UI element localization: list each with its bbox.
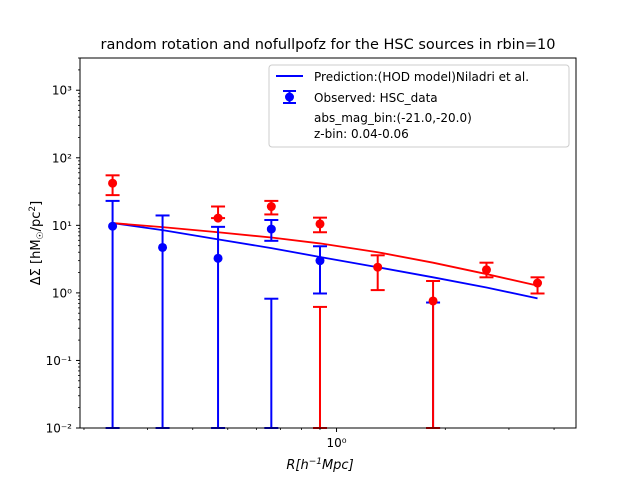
legend-entry-prediction: Prediction:(HOD model)Niladri et al. xyxy=(314,70,529,84)
observed-0-marker-1 xyxy=(158,242,168,252)
observed-1-marker-0 xyxy=(108,178,118,188)
observed-1-marker-3 xyxy=(315,219,325,229)
legend: Prediction:(HOD model)Niladri et al. Obse… xyxy=(268,64,570,148)
y-tick-label: 10⁰ xyxy=(52,286,72,300)
x-tick-label: 10⁰ xyxy=(326,436,346,450)
observed-0-marker-0 xyxy=(108,221,118,231)
x-axis: 10⁰ xyxy=(83,428,555,450)
prediction-line-1 xyxy=(112,222,538,287)
observed-1-marker-2 xyxy=(266,202,276,212)
y-tick-label: 10³ xyxy=(52,84,72,98)
chart-title: random rotation and nofullpofz for the H… xyxy=(101,37,556,53)
legend-note: z-bin: 0.04-0.06 xyxy=(314,127,409,141)
legend-marker-swatch xyxy=(285,92,294,102)
y-tick-label: 10² xyxy=(52,151,72,165)
observed-1-marker-1 xyxy=(213,213,223,223)
legend-box xyxy=(268,64,570,148)
observed-0-marker-4 xyxy=(315,256,325,266)
observed-1-marker-7 xyxy=(533,278,543,288)
legend-entry-observed: Observed: HSC_data xyxy=(314,91,438,105)
y-axis-label: ΔΣ [hM☉/pc2] xyxy=(28,201,46,285)
y-tick-label: 10⁻² xyxy=(46,422,73,436)
x-axis-label: R[h−1Mpc] xyxy=(286,457,353,473)
observed-0-marker-3 xyxy=(266,224,276,234)
observed-1-marker-5 xyxy=(428,296,438,306)
y-axis: 10⁻² 10⁻¹ 10⁰ 10¹ 10² 10³ xyxy=(46,57,80,436)
observed-1-marker-6 xyxy=(481,265,491,275)
legend-note: abs_mag_bin:(-21.0,-20.0) xyxy=(314,111,472,125)
observed-1-marker-4 xyxy=(373,262,383,272)
plot-frame xyxy=(79,57,577,429)
y-tick-label: 10⁻¹ xyxy=(46,354,73,368)
observed-0-marker-2 xyxy=(213,253,223,263)
y-tick-label: 10¹ xyxy=(52,219,72,233)
